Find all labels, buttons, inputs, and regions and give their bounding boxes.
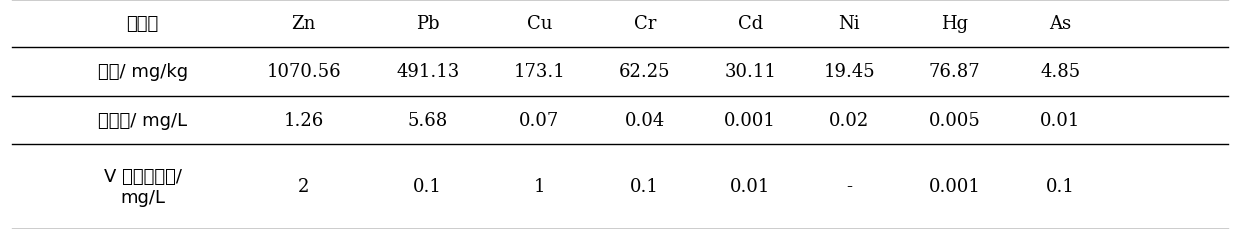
Text: V 类水体标准/
mg/L: V 类水体标准/ mg/L xyxy=(104,167,181,206)
Text: 0.01: 0.01 xyxy=(730,178,770,196)
Text: 30.11: 30.11 xyxy=(724,63,776,81)
Text: Pb: Pb xyxy=(417,15,439,33)
Text: Cr: Cr xyxy=(634,15,656,33)
Text: 62.25: 62.25 xyxy=(619,63,671,81)
Text: 1.26: 1.26 xyxy=(284,111,324,129)
Text: 重金属: 重金属 xyxy=(126,15,159,33)
Text: 0.001: 0.001 xyxy=(929,178,981,196)
Text: 0.1: 0.1 xyxy=(413,178,443,196)
Text: 4.85: 4.85 xyxy=(1040,63,1080,81)
Text: 0.1: 0.1 xyxy=(630,178,660,196)
Text: 0.005: 0.005 xyxy=(929,111,981,129)
Text: 0.07: 0.07 xyxy=(520,111,559,129)
Text: 76.87: 76.87 xyxy=(929,63,981,81)
Text: 浸出量/ mg/L: 浸出量/ mg/L xyxy=(98,111,187,129)
Text: As: As xyxy=(1049,15,1071,33)
Text: 0.001: 0.001 xyxy=(724,111,776,129)
Text: 1070.56: 1070.56 xyxy=(267,63,341,81)
Text: 1: 1 xyxy=(533,178,546,196)
Text: Cu: Cu xyxy=(527,15,552,33)
Text: Hg: Hg xyxy=(941,15,968,33)
Text: -: - xyxy=(847,178,852,196)
Text: Zn: Zn xyxy=(291,15,316,33)
Text: 0.1: 0.1 xyxy=(1045,178,1075,196)
Text: 491.13: 491.13 xyxy=(396,63,460,81)
Text: 19.45: 19.45 xyxy=(823,63,875,81)
Text: 0.01: 0.01 xyxy=(1040,111,1080,129)
Text: 173.1: 173.1 xyxy=(513,63,565,81)
Text: Ni: Ni xyxy=(838,15,861,33)
Text: 0.04: 0.04 xyxy=(625,111,665,129)
Text: 含量/ mg/kg: 含量/ mg/kg xyxy=(98,63,187,81)
Text: 0.02: 0.02 xyxy=(830,111,869,129)
Text: 5.68: 5.68 xyxy=(408,111,448,129)
Text: Cd: Cd xyxy=(738,15,763,33)
Text: 2: 2 xyxy=(298,178,310,196)
